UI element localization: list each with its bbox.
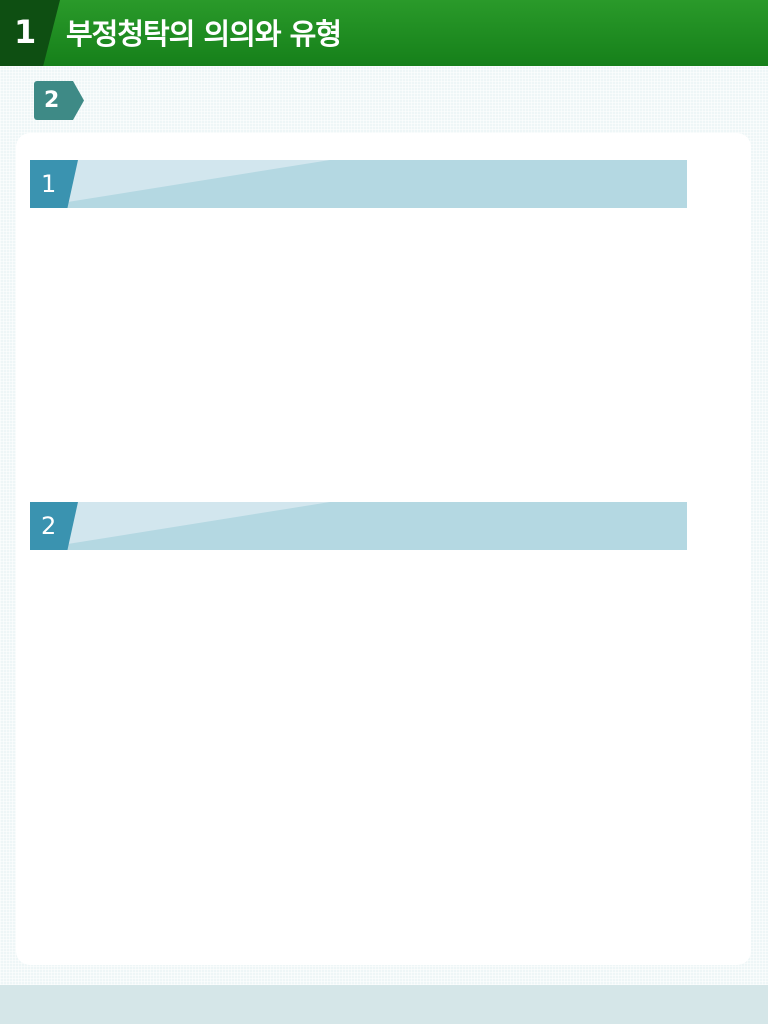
page-title: 부정청탁의 의의와 유형 [66, 17, 342, 51]
subsection-header-2: 2 [30, 502, 687, 550]
page-footer [0, 985, 768, 1024]
page-header: 1 부정청탁의 의의와 유형 [0, 0, 768, 66]
subsection-number: 1 [41, 170, 57, 198]
header-number: 1 [14, 13, 37, 51]
section-tag [34, 81, 84, 120]
section-tag-number: 2 [44, 88, 60, 113]
subsection-number: 2 [41, 512, 57, 540]
subsection-header-1: 1 [30, 160, 687, 208]
